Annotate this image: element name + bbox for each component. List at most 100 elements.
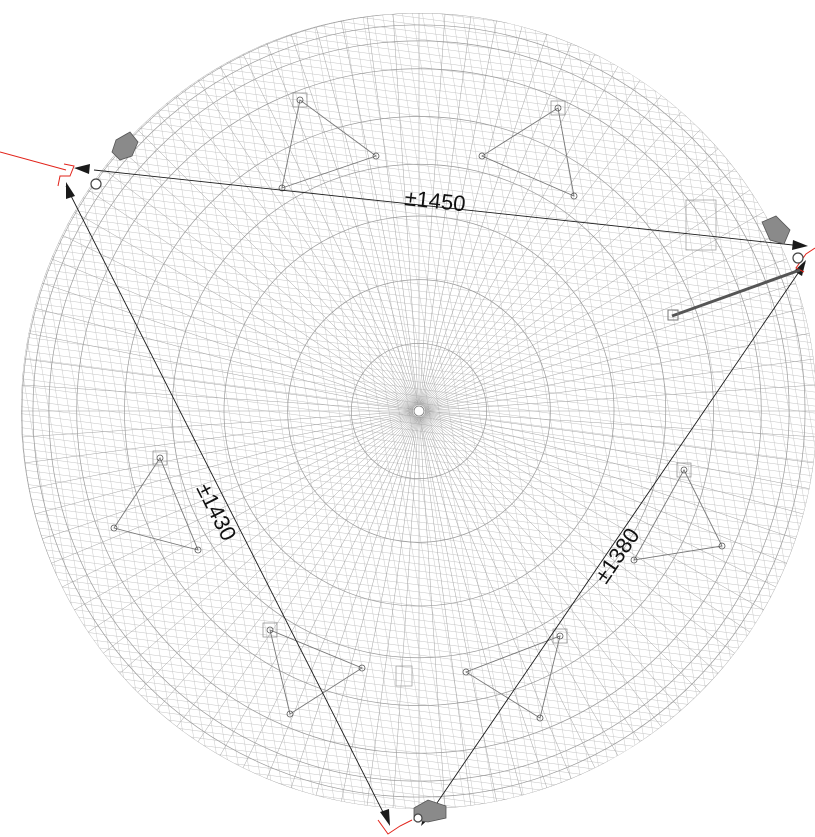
hatch-line [21,711,815,809]
rod-end-icon [667,309,679,321]
radial-line [423,414,735,654]
radial-line [422,415,662,727]
arrowhead-icon [66,182,75,199]
hatch-line [21,515,815,627]
hatch-line [428,13,570,809]
hatch-line [21,13,815,46]
hatch-line [738,13,815,809]
hatch-line [268,13,410,809]
radial-line [392,13,419,406]
hatch-line [238,13,380,809]
radial-line [424,358,814,411]
radial-line [87,414,415,633]
hatch-line [21,620,815,732]
radial-line [424,413,764,611]
hatch-line [21,305,815,417]
hatch-line [658,13,800,809]
radial-line [366,416,419,806]
hatch-line [21,32,815,144]
radial-line [423,414,719,674]
radial-line [266,43,417,406]
hatch-line [28,13,170,809]
arm-joint-icon [110,524,118,532]
dimension-top: ±1450 [74,164,808,250]
dimension-line-top [93,169,803,247]
hatch-line [21,13,815,88]
red-marker-left [0,151,75,187]
radial-line [176,95,416,407]
hatch-line [21,445,815,557]
hatch-line [21,592,815,704]
radial-line [424,282,796,410]
radial-line [424,411,810,489]
arrowhead-icon [74,164,90,174]
hatch-line [628,13,770,809]
hatch-line [21,249,815,361]
radial-line [219,416,417,756]
radial-line [424,307,804,410]
hatch-line [21,13,815,109]
arm-joint-icon [680,466,688,474]
arm-joint-icon [194,546,202,554]
radial-line [197,79,416,407]
radial-line [424,234,777,409]
red-marker-bottom [377,819,413,835]
radial-line [422,79,641,407]
radial-line [422,95,662,407]
support-arm [281,99,377,189]
hatch-line [668,13,810,809]
hatch-line [21,613,815,725]
hatch-line [21,116,815,228]
radial-line [420,416,548,788]
bracket-icon [761,215,791,245]
hatch-line [21,571,815,683]
radial-line [74,211,414,409]
rod-icon [671,268,801,318]
hatch-line [21,704,815,809]
radial-line [28,411,414,489]
radial-line [242,53,417,406]
arm-plate-icon [552,628,568,644]
hatch-line [21,13,815,74]
radial-line [421,416,596,769]
support-arm [113,457,199,551]
hatch-line [21,13,815,116]
radial-line [424,412,804,515]
radial-line [424,384,815,411]
arm-plate-icon [152,450,168,466]
hatch-line [21,13,160,809]
hatch-line [708,13,815,809]
radial-line [419,416,497,802]
hatch-line [578,13,720,809]
hatch-line [21,13,815,32]
radial-line [219,66,417,406]
hatch-line [21,683,815,795]
radial-line [420,26,523,406]
hatch-line [21,13,815,102]
hatch-line [548,13,690,809]
hatch-line [21,165,815,277]
panel-outline [685,199,717,251]
radial-line [424,411,814,464]
red-reference-line [0,151,67,171]
hatch-line [21,13,815,60]
radial-line [424,411,815,438]
dimension-label-top: ±1450 [403,185,466,216]
radial-line [420,416,523,796]
hatch-line [21,13,815,67]
hatch-line [21,25,815,137]
hatch-line [478,13,620,809]
hatch-line [21,39,815,151]
hatch-line [21,13,815,81]
hatch-line [21,753,815,809]
radial-line [176,415,416,727]
arrowhead-icon [792,240,808,250]
radial-line [392,416,419,809]
center-hub-icon [413,405,425,417]
hatch-line [608,13,750,809]
side-rod [667,268,801,321]
radial-line [137,129,415,407]
radial-line [421,416,619,756]
hatch-line [21,466,815,578]
